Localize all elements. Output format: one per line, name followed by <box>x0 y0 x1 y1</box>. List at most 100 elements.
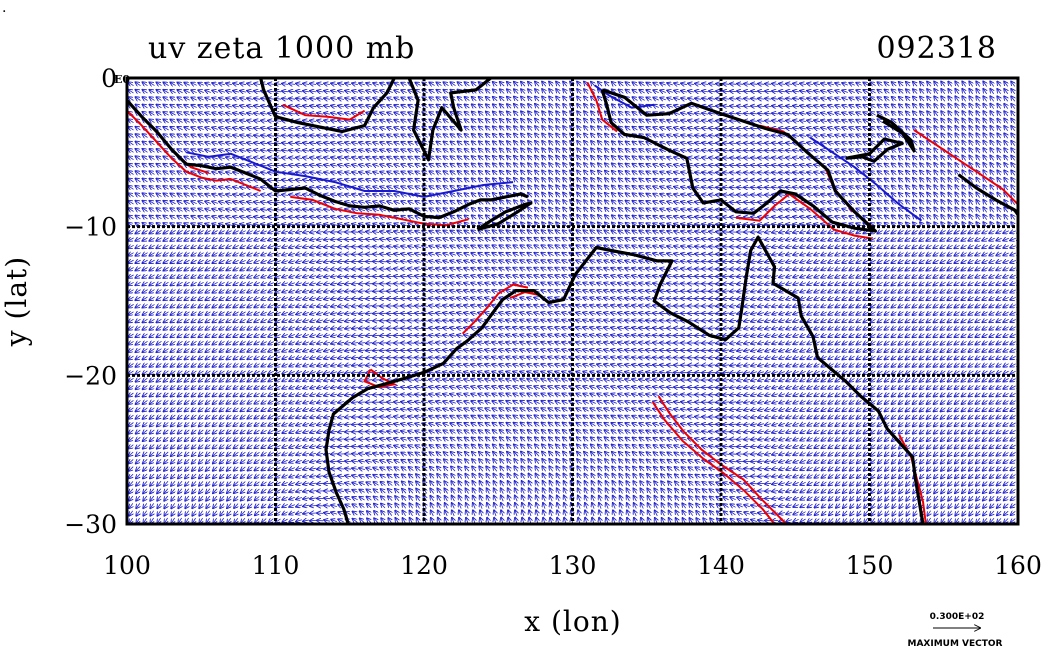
wind-vector <box>380 90 386 92</box>
wind-vector <box>744 91 751 92</box>
wind-vector <box>779 312 785 314</box>
wind-vector <box>604 298 611 300</box>
wind-vector <box>835 253 841 256</box>
wind-vector <box>583 290 589 292</box>
wind-vector <box>835 282 841 285</box>
wind-vector <box>913 119 917 124</box>
wind-vector <box>898 282 904 285</box>
wind-vector <box>906 319 911 322</box>
wind-vector <box>583 298 589 300</box>
wind-vector <box>744 158 751 159</box>
wind-vector <box>486 104 491 108</box>
wind-vector <box>437 149 442 152</box>
wind-vector <box>254 135 261 136</box>
wind-vector <box>800 113 806 114</box>
wind-vector <box>387 231 393 232</box>
wind-vector <box>786 209 793 210</box>
wind-vector <box>892 90 897 94</box>
wind-vector <box>143 112 148 115</box>
wind-vector <box>730 99 737 100</box>
wind-vector <box>758 276 764 277</box>
wind-vector <box>408 231 414 233</box>
wind-vector <box>660 298 667 299</box>
wind-vector <box>191 157 197 160</box>
wind-vector <box>394 149 400 151</box>
wind-vector <box>535 82 539 87</box>
wind-vector <box>990 185 993 191</box>
wind-vector <box>857 349 862 352</box>
wind-vector <box>885 215 890 219</box>
wind-vector <box>709 247 716 248</box>
wind-vector <box>142 290 148 293</box>
wind-vector <box>618 305 625 307</box>
wind-vector <box>983 156 986 161</box>
wind-vector <box>317 268 323 269</box>
wind-vector <box>962 207 965 213</box>
wind-vector <box>408 98 414 101</box>
wind-vector <box>450 283 457 285</box>
wind-vector <box>878 134 883 137</box>
wind-vector <box>310 128 317 129</box>
wind-vector <box>800 224 806 225</box>
wind-vector <box>605 82 609 86</box>
wind-vector <box>961 260 967 263</box>
wind-vector <box>310 224 317 225</box>
wind-vector <box>437 127 442 130</box>
wind-vector <box>597 305 604 307</box>
wind-vector <box>506 305 512 307</box>
wind-vector <box>758 335 765 337</box>
wind-vector <box>338 320 344 321</box>
wind-vector <box>632 231 638 234</box>
wind-vector <box>786 217 793 218</box>
wind-vector <box>163 156 169 159</box>
wind-vector <box>605 149 609 153</box>
wind-vector <box>892 193 897 197</box>
wind-vector <box>289 283 295 285</box>
wind-vector <box>598 148 602 154</box>
wind-vector <box>934 215 938 220</box>
wind-vector <box>969 356 974 359</box>
wind-vector <box>751 261 758 262</box>
wind-vector <box>892 164 897 168</box>
wind-vector <box>955 126 958 132</box>
wind-vector <box>296 349 302 351</box>
wind-vector <box>612 112 617 116</box>
wind-vector <box>856 282 862 285</box>
wind-vector <box>793 357 799 359</box>
wind-vector <box>877 260 883 263</box>
wind-vector <box>478 283 484 285</box>
wind-vector <box>205 194 211 196</box>
wind-vector <box>878 201 883 204</box>
wind-vector <box>345 365 351 366</box>
wind-vector <box>268 327 274 330</box>
wind-vector <box>185 364 190 367</box>
wind-vector <box>296 209 303 210</box>
wind-vector <box>800 120 806 121</box>
wind-vector <box>619 156 624 160</box>
wind-vector <box>653 313 660 314</box>
wind-vector <box>800 268 806 270</box>
wind-vector <box>555 283 561 285</box>
wind-vector <box>814 165 820 166</box>
wind-vector <box>934 207 938 213</box>
wind-vector <box>821 83 828 85</box>
wind-vector <box>997 193 1000 198</box>
wind-vector <box>163 267 169 270</box>
wind-vector <box>492 283 498 285</box>
wind-vector <box>976 133 979 139</box>
wind-vector <box>709 239 716 240</box>
wind-vector <box>646 208 652 211</box>
wind-vector <box>653 120 659 123</box>
wind-vector <box>807 238 813 240</box>
wind-vector <box>436 291 442 292</box>
wind-vector <box>842 135 848 137</box>
wind-vector <box>934 312 939 315</box>
wind-vector <box>282 305 288 307</box>
wind-vector <box>800 290 806 292</box>
wind-vector <box>576 275 582 277</box>
wind-vector <box>975 297 981 300</box>
wind-vector <box>982 260 988 263</box>
wind-vector <box>577 126 581 131</box>
wind-vector <box>205 245 211 248</box>
wind-vector <box>1004 82 1008 87</box>
